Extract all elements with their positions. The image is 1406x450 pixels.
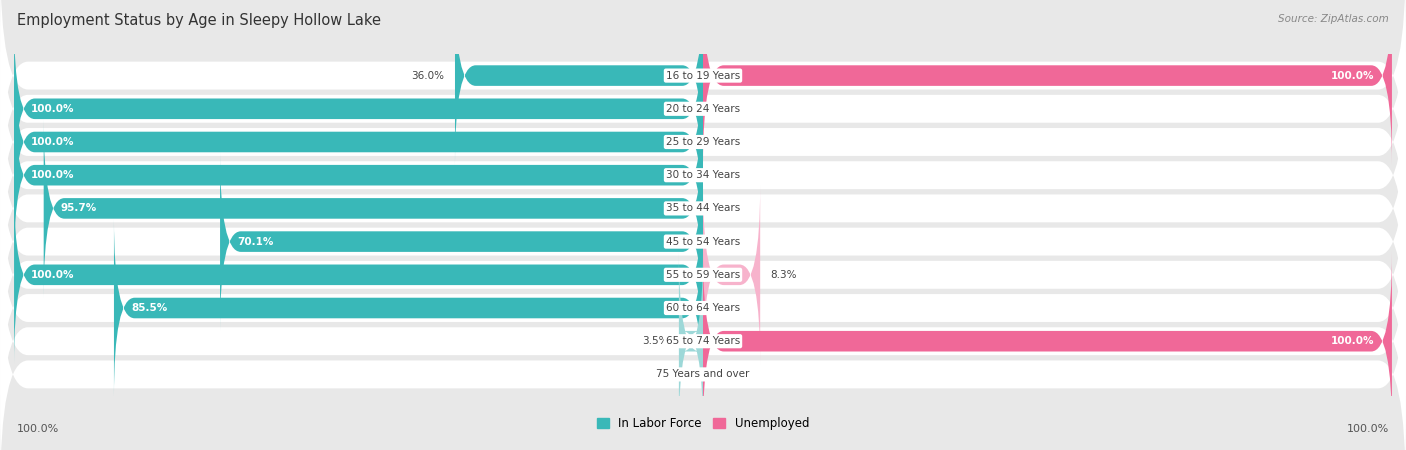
Text: Employment Status by Age in Sleepy Hollow Lake: Employment Status by Age in Sleepy Hollo…	[17, 14, 381, 28]
FancyBboxPatch shape	[0, 90, 1406, 327]
FancyBboxPatch shape	[14, 53, 703, 231]
FancyBboxPatch shape	[14, 185, 703, 364]
Text: 100.0%: 100.0%	[31, 104, 75, 114]
FancyBboxPatch shape	[0, 56, 1406, 294]
FancyBboxPatch shape	[703, 0, 1392, 165]
Text: 25 to 29 Years: 25 to 29 Years	[666, 137, 740, 147]
Text: 70.1%: 70.1%	[238, 237, 274, 247]
Text: 16 to 19 Years: 16 to 19 Years	[666, 71, 740, 81]
FancyBboxPatch shape	[0, 23, 1406, 261]
Text: 85.5%: 85.5%	[131, 303, 167, 313]
FancyBboxPatch shape	[0, 222, 1406, 450]
Text: 100.0%: 100.0%	[17, 424, 59, 434]
Text: 36.0%: 36.0%	[412, 71, 444, 81]
Text: 100.0%: 100.0%	[31, 170, 75, 180]
FancyBboxPatch shape	[0, 0, 1406, 194]
FancyBboxPatch shape	[0, 0, 1406, 228]
Text: 100.0%: 100.0%	[1331, 71, 1375, 81]
FancyBboxPatch shape	[0, 123, 1406, 360]
FancyBboxPatch shape	[0, 156, 1406, 394]
FancyBboxPatch shape	[114, 219, 703, 397]
Text: 95.7%: 95.7%	[60, 203, 97, 213]
FancyBboxPatch shape	[456, 0, 703, 165]
FancyBboxPatch shape	[679, 252, 703, 431]
FancyBboxPatch shape	[44, 119, 703, 298]
Text: 30 to 34 Years: 30 to 34 Years	[666, 170, 740, 180]
Text: 35 to 44 Years: 35 to 44 Years	[666, 203, 740, 213]
Text: 8.3%: 8.3%	[770, 270, 797, 280]
Text: 100.0%: 100.0%	[31, 137, 75, 147]
FancyBboxPatch shape	[703, 252, 1392, 431]
Text: 55 to 59 Years: 55 to 59 Years	[666, 270, 740, 280]
Text: 60 to 64 Years: 60 to 64 Years	[666, 303, 740, 313]
Text: 45 to 54 Years: 45 to 54 Years	[666, 237, 740, 247]
FancyBboxPatch shape	[0, 189, 1406, 427]
Legend: In Labor Force, Unemployed: In Labor Force, Unemployed	[592, 412, 814, 435]
Text: 100.0%: 100.0%	[1331, 336, 1375, 346]
Text: 3.5%: 3.5%	[643, 336, 669, 346]
Text: 100.0%: 100.0%	[1347, 424, 1389, 434]
Text: 20 to 24 Years: 20 to 24 Years	[666, 104, 740, 114]
FancyBboxPatch shape	[703, 185, 761, 364]
FancyBboxPatch shape	[0, 256, 1406, 450]
Text: 65 to 74 Years: 65 to 74 Years	[666, 336, 740, 346]
FancyBboxPatch shape	[221, 152, 703, 331]
FancyBboxPatch shape	[14, 19, 703, 198]
FancyBboxPatch shape	[14, 86, 703, 265]
Text: 100.0%: 100.0%	[31, 270, 75, 280]
Text: Source: ZipAtlas.com: Source: ZipAtlas.com	[1278, 14, 1389, 23]
Text: 75 Years and over: 75 Years and over	[657, 369, 749, 379]
